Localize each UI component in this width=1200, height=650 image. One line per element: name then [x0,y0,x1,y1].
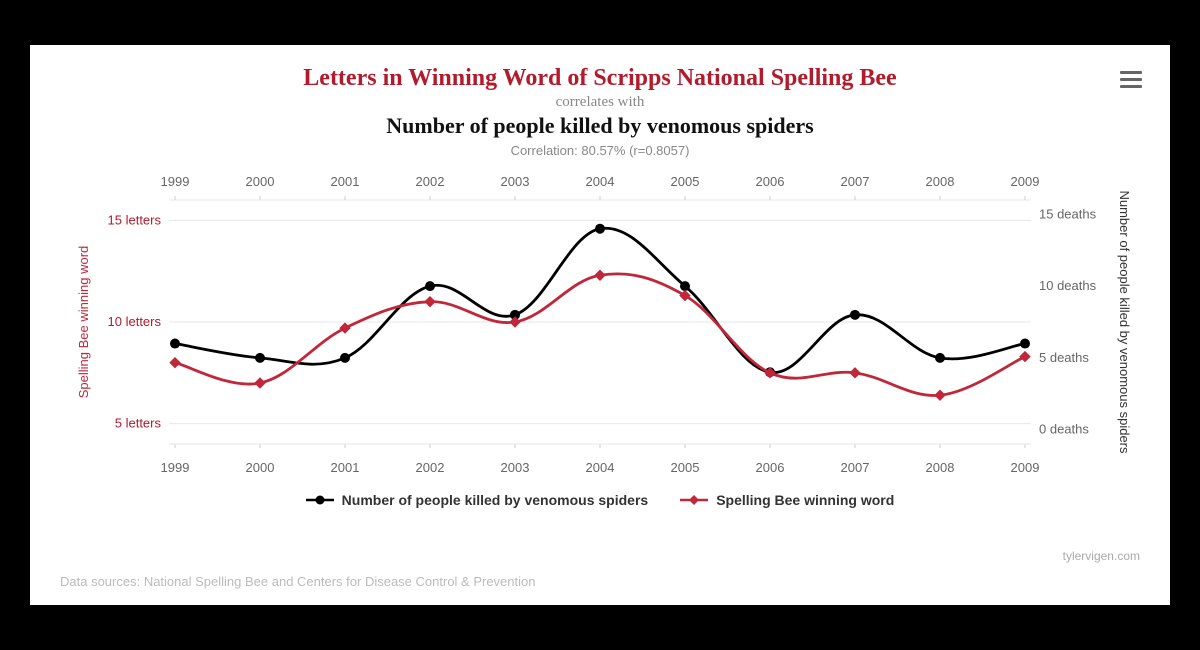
svg-text:2008: 2008 [926,174,955,189]
svg-text:2006: 2006 [756,460,785,475]
title-block: Letters in Winning Word of Scripps Natio… [60,65,1140,158]
legend: Number of people killed by venomous spid… [60,492,1140,510]
svg-text:10 letters: 10 letters [108,314,162,329]
svg-text:15 deaths: 15 deaths [1039,206,1097,221]
svg-text:2000: 2000 [246,460,275,475]
svg-text:2001: 2001 [331,174,360,189]
svg-text:0 deaths: 0 deaths [1039,422,1089,437]
legend-label: Spelling Bee winning word [716,492,894,508]
svg-text:2004: 2004 [586,174,615,189]
chart-svg: 1999 2000 2001 2002 2003 2004 2005 2006 2007 2008… [70,172,1130,482]
series-line-deaths [175,228,1025,372]
svg-text:2002: 2002 [416,174,445,189]
svg-text:2000: 2000 [246,174,275,189]
svg-text:2005: 2005 [671,174,700,189]
svg-text:15 letters: 15 letters [108,212,162,227]
svg-text:2006: 2006 [756,174,785,189]
chart-card: Letters in Winning Word of Scripps Natio… [30,45,1170,605]
svg-text:1999: 1999 [161,460,190,475]
svg-text:2009: 2009 [1011,460,1040,475]
svg-text:2009: 2009 [1011,174,1040,189]
svg-text:Spelling Bee winning word: Spelling Bee winning word [76,246,91,398]
svg-text:2007: 2007 [841,174,870,189]
title-correlates: correlates with [60,94,1140,111]
svg-text:5 letters: 5 letters [115,416,162,431]
legend-item-letters[interactable]: Spelling Bee winning word [680,492,894,508]
svg-text:Number of people killed by ven: Number of people killed by venomous spid… [1117,190,1130,454]
plot-area: 1999 2000 2001 2002 2003 2004 2005 2006 2007 2008… [70,172,1130,482]
title-main: Letters in Winning Word of Scripps Natio… [60,65,1140,92]
title-secondary: Number of people killed by venomous spid… [60,113,1140,139]
svg-text:2003: 2003 [501,174,530,189]
svg-text:2001: 2001 [331,460,360,475]
svg-text:10 deaths: 10 deaths [1039,278,1097,293]
circle-marker-icon [306,493,334,507]
svg-text:2003: 2003 [501,460,530,475]
svg-text:2007: 2007 [841,460,870,475]
diamond-marker-icon [680,493,708,507]
svg-text:2002: 2002 [416,460,445,475]
svg-text:2005: 2005 [671,460,700,475]
data-sources-text: Data sources: National Spelling Bee and … [60,574,535,589]
hamburger-icon[interactable] [1120,67,1142,92]
svg-text:2008: 2008 [926,460,955,475]
svg-text:5 deaths: 5 deaths [1039,350,1089,365]
title-correlation: Correlation: 80.57% (r=0.8057) [60,143,1140,158]
svg-text:2004: 2004 [586,460,615,475]
legend-item-deaths[interactable]: Number of people killed by venomous spid… [306,492,649,508]
legend-label: Number of people killed by venomous spid… [342,492,649,508]
attribution-text: tylervigen.com [1063,549,1140,563]
svg-text:1999: 1999 [161,174,190,189]
